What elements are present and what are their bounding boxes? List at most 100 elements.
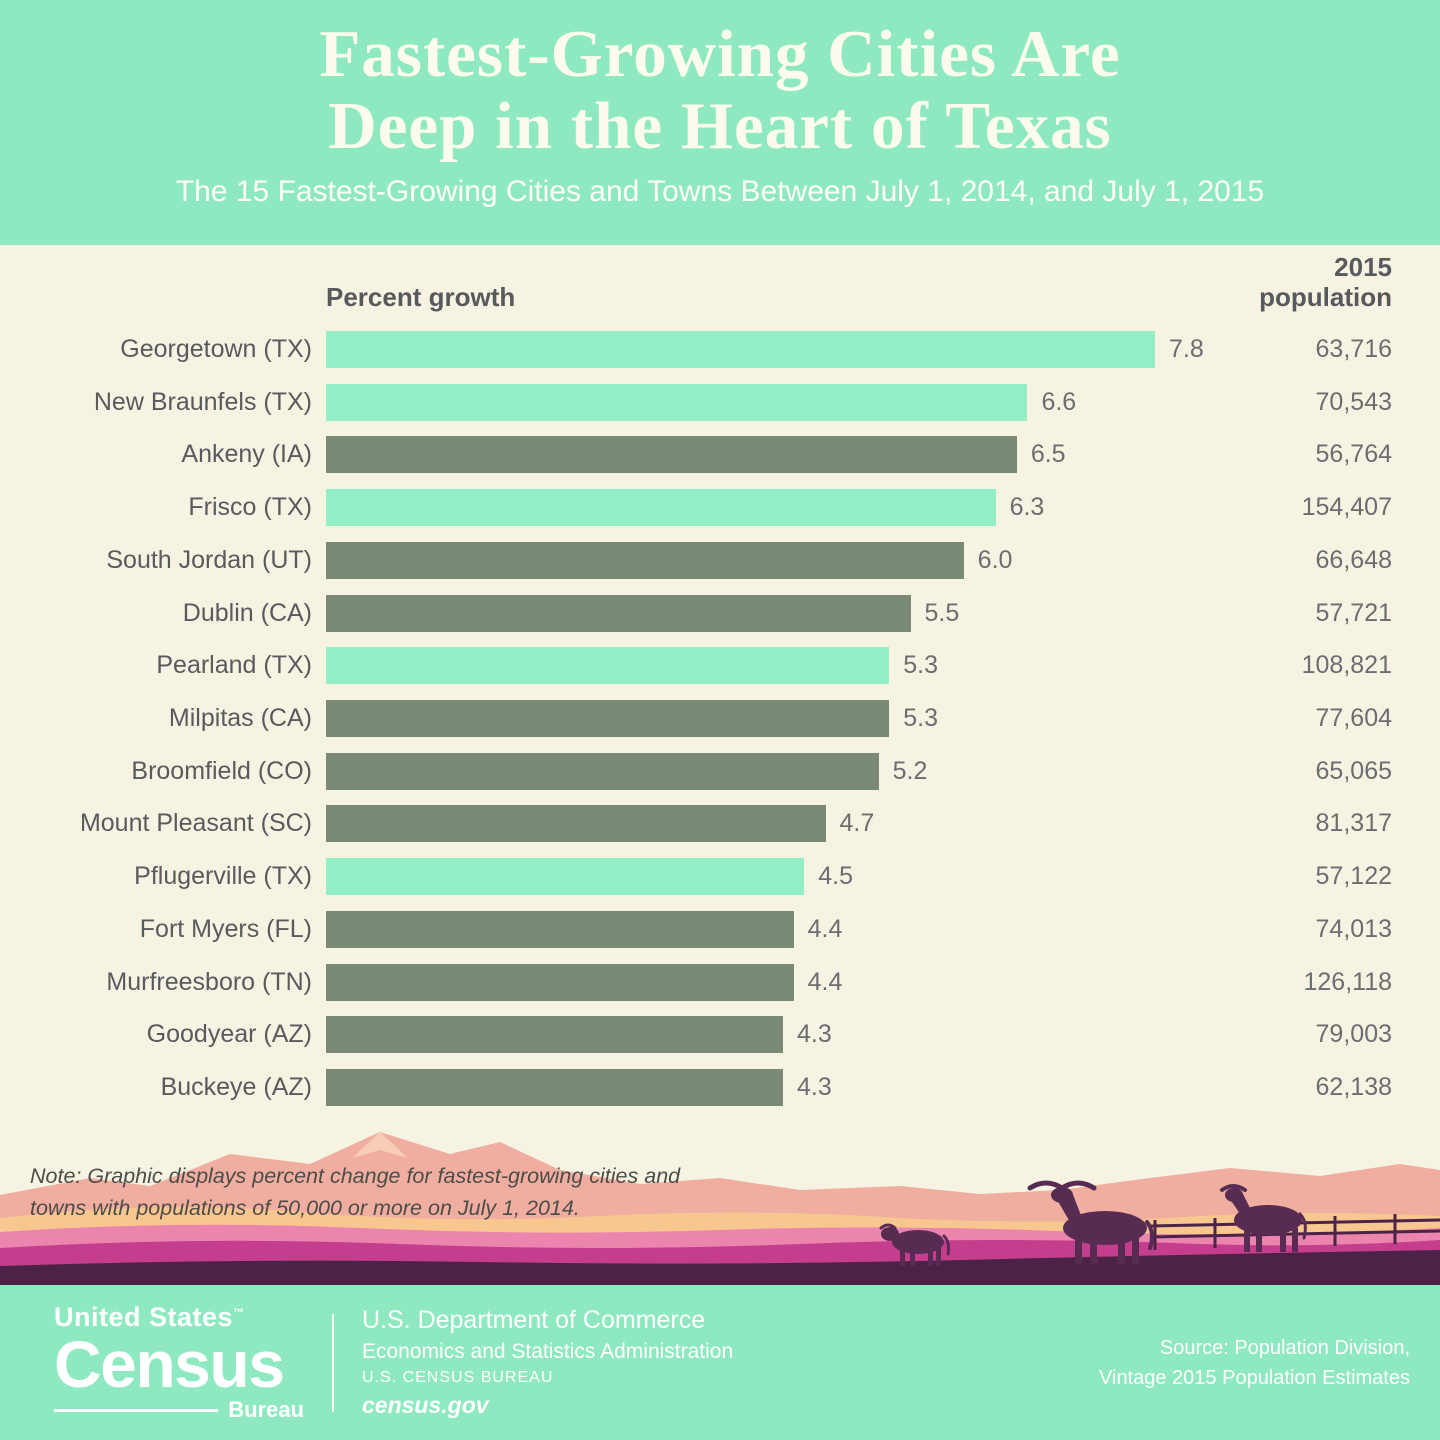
row-growth-value: 5.3 (903, 651, 939, 680)
logo-united-states-text: United States (54, 1301, 234, 1332)
header: Fastest-Growing Cities Are Deep in the H… (0, 0, 1440, 245)
bar-row: Fort Myers (FL) 4.4 74,013 (36, 903, 1404, 956)
row-bar-track: 4.3 (326, 1069, 1232, 1107)
row-city-label: Pflugerville (TX) (134, 862, 312, 891)
row-bar (326, 805, 826, 843)
row-growth-value: 5.2 (892, 756, 928, 785)
row-bar (326, 752, 879, 790)
row-bar (326, 1069, 783, 1107)
row-city-label: Pearland (TX) (156, 651, 312, 680)
row-bar-track: 4.7 (326, 805, 1232, 843)
row-bar-track: 5.3 (326, 700, 1232, 737)
bar-row: South Jordan (UT) 6.0 66,648 (36, 534, 1404, 587)
logo-bureau: Bureau (54, 1397, 304, 1423)
row-bar (326, 383, 1028, 421)
row-city-label: Mount Pleasant (SC) (79, 809, 312, 838)
row-city-label: Goodyear (AZ) (146, 1020, 312, 1049)
row-bar-track: 4.3 (326, 1016, 1232, 1054)
bar-row: Dublin (CA) 5.5 57,721 (36, 587, 1404, 640)
row-population: 81,317 (1315, 809, 1392, 838)
row-bar-track: 7.8 (326, 330, 1232, 368)
row-population: 57,721 (1315, 598, 1392, 627)
census-gov-url: census.gov (362, 1392, 489, 1418)
row-population: 56,764 (1315, 440, 1392, 469)
row-population: 66,648 (1315, 545, 1392, 574)
row-bar-track: 6.6 (326, 383, 1232, 421)
row-bar-track: 4.5 (326, 858, 1232, 896)
row-bar (326, 858, 805, 896)
row-growth-value: 6.3 (1009, 493, 1045, 522)
dept-economics: Economics and Statistics Administration (362, 1340, 734, 1363)
row-growth-value: 6.6 (1041, 387, 1077, 416)
row-growth-value: 7.8 (1168, 334, 1204, 363)
row-city-label: New Braunfels (TX) (93, 387, 312, 416)
row-city-label: Ankeny (IA) (181, 440, 312, 469)
bar-row: Georgetown (TX) 7.8 63,716 (36, 323, 1404, 376)
row-city-label: Dublin (CA) (182, 598, 312, 627)
row-bar-track: 5.3 (326, 647, 1232, 685)
bar-chart: Percent growth 2015 population Georgetow… (0, 245, 1440, 1120)
row-growth-value: 4.3 (797, 1020, 832, 1049)
bar-row: Frisco (TX) 6.3 154,407 (36, 481, 1404, 534)
column-header-2015-population: 2015 population (1246, 252, 1404, 313)
row-population: 126,118 (1303, 967, 1392, 996)
title-line-2: Deep in the Heart of Texas (328, 89, 1112, 164)
bar-row: Buckeye (AZ) 4.3 62,138 (36, 1061, 1404, 1114)
page-title: Fastest-Growing Cities Are Deep in the H… (0, 18, 1440, 163)
row-bar (326, 436, 1017, 474)
bar-row: Mount Pleasant (SC) 4.7 81,317 (36, 798, 1404, 851)
source-line-1: Source: Population Division, (1159, 1336, 1410, 1359)
row-city-label: Frisco (TX) (188, 493, 312, 522)
department-block: U.S. Department of Commerce Economics an… (362, 1306, 733, 1419)
row-bar-track: 4.4 (326, 910, 1232, 948)
row-city-label: Broomfield (CO) (131, 756, 312, 785)
bar-row: Milpitas (CA) 5.3 77,604 (36, 692, 1404, 745)
page-subtitle: The 15 Fastest-Growing Cities and Towns … (175, 174, 1265, 208)
bar-row: Broomfield (CO) 5.2 65,065 (36, 745, 1404, 798)
footer: United States™ Census Bureau U.S. Depart… (0, 1285, 1440, 1440)
row-population: 65,065 (1315, 756, 1392, 785)
row-bar-track: 6.5 (326, 436, 1232, 474)
row-bar-track: 6.0 (326, 541, 1232, 579)
row-population: 108,821 (1301, 651, 1392, 680)
row-growth-value: 4.4 (807, 967, 843, 996)
row-population: 74,013 (1315, 914, 1392, 943)
row-city-label: Fort Myers (FL) (139, 914, 312, 943)
row-growth-value: 4.3 (797, 1073, 832, 1102)
row-bar (326, 963, 794, 1001)
population-header-line-1: 2015 (1334, 251, 1392, 282)
landscape-illustration: Note: Graphic displays percent change fo… (0, 1120, 1440, 1285)
logo-united-states: United States™ (54, 1302, 304, 1333)
source-attribution: Source: Population Division, Vintage 201… (1099, 1333, 1410, 1393)
row-population: 79,003 (1315, 1020, 1392, 1049)
logo-divider-line (54, 1408, 219, 1412)
row-population: 70,543 (1315, 387, 1392, 416)
row-growth-value: 5.5 (924, 598, 960, 627)
note-text: Note: Graphic displays percent change fo… (30, 1164, 681, 1221)
footer-vertical-divider (332, 1313, 334, 1412)
bar-row: Ankeny (IA) 6.5 56,764 (36, 428, 1404, 481)
row-population: 57,122 (1315, 862, 1392, 891)
row-bar (326, 330, 1155, 368)
row-growth-value: 4.7 (839, 809, 875, 838)
trademark-symbol: ™ (233, 1306, 245, 1319)
row-city-label: Milpitas (CA) (168, 704, 312, 732)
row-growth-value: 6.5 (1030, 440, 1066, 469)
dept-commerce: U.S. Department of Commerce (362, 1306, 706, 1334)
population-header-line-2: population (1259, 282, 1392, 313)
row-bar (326, 910, 794, 948)
row-bar-track: 6.3 (326, 489, 1232, 527)
row-city-label: Buckeye (AZ) (160, 1073, 312, 1102)
row-bar-track: 4.4 (326, 963, 1232, 1001)
census-bureau-logo: United States™ Census Bureau (54, 1302, 304, 1424)
row-growth-value: 6.0 (977, 545, 1013, 574)
row-population: 63,716 (1315, 334, 1392, 363)
logo-census: Census (54, 1326, 285, 1401)
chart-column-headers: Percent growth 2015 population (36, 245, 1404, 323)
row-bar (326, 541, 964, 579)
title-line-1: Fastest-Growing Cities Are (319, 17, 1121, 91)
row-bar (326, 647, 890, 685)
row-population: 154,407 (1301, 493, 1392, 522)
sunset-mountains-cattle-art (0, 1132, 1440, 1285)
